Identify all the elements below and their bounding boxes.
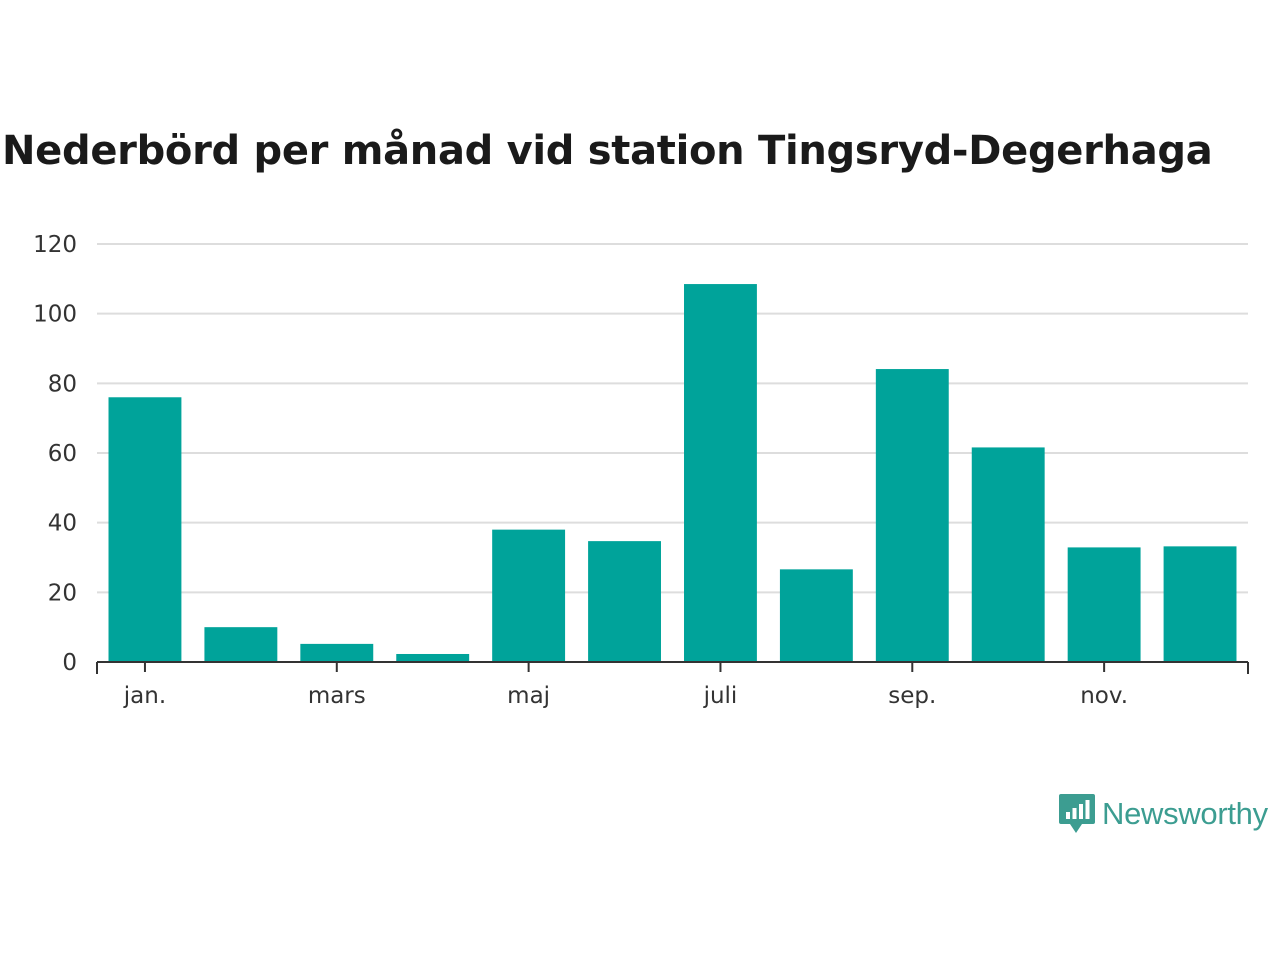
bar-mars[interactable] <box>300 643 374 662</box>
x-tick-label: maj <box>507 683 550 709</box>
chart-title: Nederbörd per månad vid station Tingsryd… <box>2 128 1213 174</box>
y-tick-label: 120 <box>33 232 77 258</box>
bar-maj[interactable] <box>492 529 566 662</box>
x-tick-label: jan. <box>123 683 166 709</box>
newsworthy-logo[interactable]: Newsworthy <box>1058 792 1268 836</box>
y-tick-label: 40 <box>48 511 77 537</box>
y-tick-label: 0 <box>62 650 77 676</box>
y-tick-label: 20 <box>48 580 77 606</box>
y-tick-label: 100 <box>33 302 77 328</box>
y-axis-ticks: 0 20 40 60 80 100 120 <box>33 232 77 676</box>
bar-aug.[interactable] <box>779 569 853 662</box>
gridlines <box>97 243 1248 594</box>
newsworthy-logo-icon <box>1059 794 1095 833</box>
x-axis: jan. mars maj juli sep. nov. <box>96 661 1249 709</box>
newsworthy-logo-text: Newsworthy <box>1102 796 1268 831</box>
y-tick-label: 60 <box>48 441 77 467</box>
bar-feb.[interactable] <box>204 627 278 662</box>
bar-sep.[interactable] <box>875 369 949 662</box>
bar-nov.[interactable] <box>1067 547 1141 662</box>
x-tick-label: juli <box>703 683 738 709</box>
y-tick-label: 80 <box>48 371 77 397</box>
bar-okt.[interactable] <box>971 447 1045 662</box>
x-tick-label: nov. <box>1080 683 1128 709</box>
bar-dec.[interactable] <box>1163 546 1237 662</box>
x-tick-label: sep. <box>888 683 936 709</box>
bar-juli[interactable] <box>684 284 757 662</box>
bars <box>108 284 1237 662</box>
x-tick-label: mars <box>308 683 366 709</box>
bar-juni[interactable] <box>588 541 661 662</box>
bar-april[interactable] <box>396 653 470 662</box>
bar-jan.[interactable] <box>108 397 182 662</box>
